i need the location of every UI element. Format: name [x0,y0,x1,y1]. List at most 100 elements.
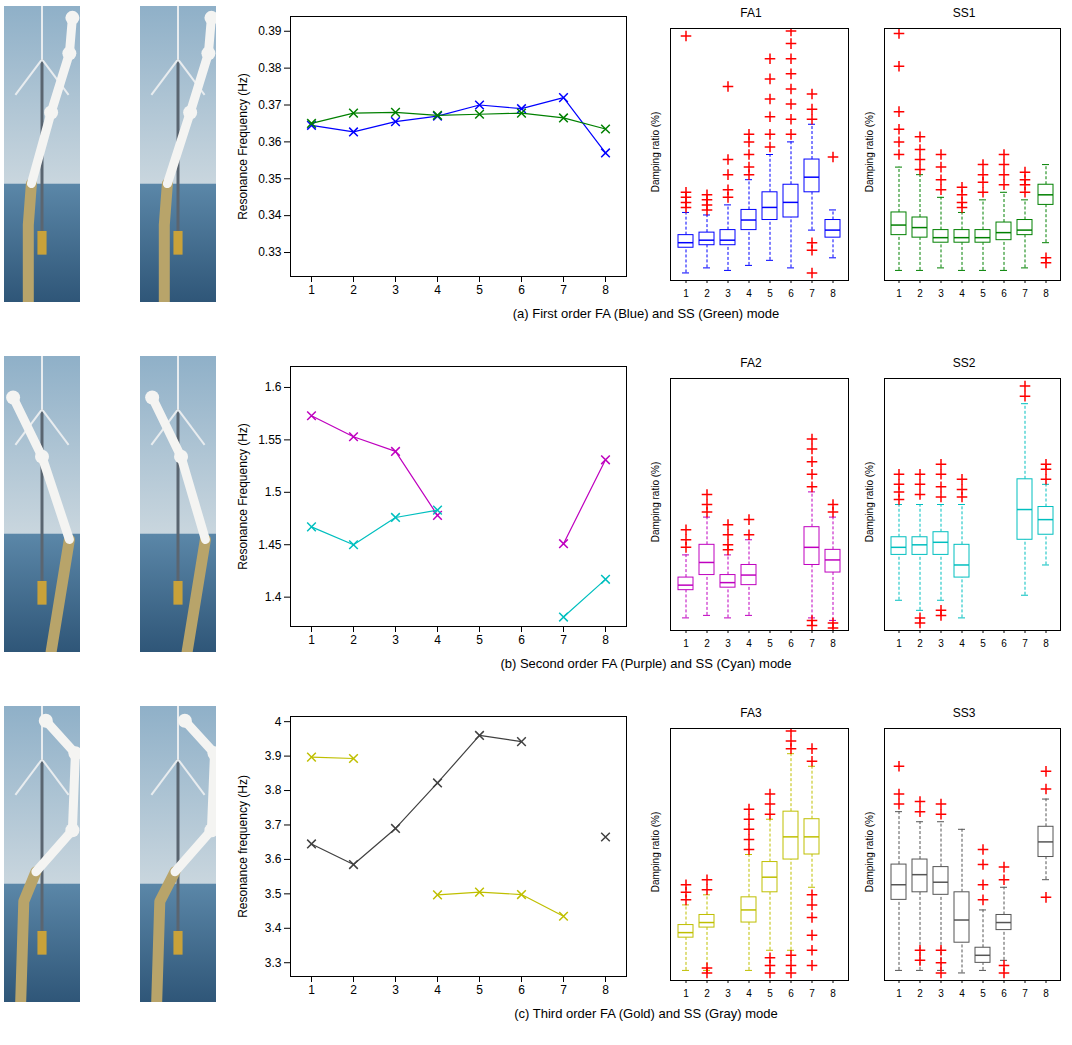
svg-text:7: 7 [809,288,815,299]
svg-text:8: 8 [830,288,836,299]
svg-text:3.3: 3.3 [265,956,282,970]
svg-text:8: 8 [830,638,836,649]
svg-text:1.5: 1.5 [265,485,282,499]
svg-text:5: 5 [980,288,986,299]
svg-text:2: 2 [917,988,923,999]
svg-text:1: 1 [896,638,902,649]
svg-text:2: 2 [704,288,710,299]
svg-text:6: 6 [518,983,525,997]
svg-text:3: 3 [938,988,944,999]
svg-text:2: 2 [704,988,710,999]
svg-text:3: 3 [725,638,731,649]
svg-text:Resonance frequency (Hz): Resonance frequency (Hz) [236,775,250,918]
svg-text:3.9: 3.9 [265,749,282,763]
svg-text:2: 2 [704,638,710,649]
svg-text:7: 7 [1022,988,1028,999]
svg-text:6: 6 [788,988,794,999]
svg-text:3: 3 [392,283,399,297]
svg-text:3.6: 3.6 [265,852,282,866]
svg-text:1: 1 [683,288,689,299]
svg-text:5: 5 [980,988,986,999]
svg-text:7: 7 [809,988,815,999]
svg-text:0.33: 0.33 [258,245,282,259]
svg-text:4: 4 [959,288,965,299]
svg-text:3.4: 3.4 [265,921,282,935]
svg-text:3.7: 3.7 [265,818,282,832]
svg-text:5: 5 [476,983,483,997]
svg-text:1.45: 1.45 [258,538,282,552]
svg-text:0.37: 0.37 [258,98,282,112]
svg-text:7: 7 [809,638,815,649]
svg-text:1: 1 [308,283,315,297]
svg-text:4: 4 [434,983,441,997]
svg-text:5: 5 [980,638,986,649]
svg-text:1: 1 [308,633,315,647]
svg-text:3: 3 [392,983,399,997]
svg-text:0.35: 0.35 [258,172,282,186]
svg-text:3: 3 [725,288,731,299]
html-text:SS1: SS1 [952,6,976,20]
svg-text:5: 5 [476,283,483,297]
svg-text:5: 5 [767,288,773,299]
svg-text:8: 8 [830,988,836,999]
svg-text:7: 7 [560,633,567,647]
svg-text:2: 2 [350,283,357,297]
svg-text:4: 4 [275,715,282,729]
html-text:(c) Third order FA (Gold) and: (c) Third order FA (Gold) and SS (Gray) … [514,1006,778,1021]
svg-text:7: 7 [1022,288,1028,299]
svg-text:3: 3 [392,633,399,647]
svg-text:8: 8 [1043,288,1049,299]
svg-text:6: 6 [1001,988,1007,999]
svg-text:4: 4 [434,283,441,297]
svg-text:1: 1 [683,988,689,999]
svg-text:3.5: 3.5 [265,887,282,901]
svg-text:5: 5 [476,633,483,647]
svg-text:0.36: 0.36 [258,135,282,149]
svg-text:1: 1 [683,638,689,649]
svg-text:1.6: 1.6 [265,380,282,394]
svg-text:4: 4 [746,988,752,999]
svg-text:5: 5 [767,988,773,999]
svg-text:3: 3 [938,288,944,299]
svg-text:6: 6 [788,288,794,299]
svg-text:8: 8 [1043,988,1049,999]
svg-text:7: 7 [560,283,567,297]
svg-text:4: 4 [434,633,441,647]
svg-text:3: 3 [938,638,944,649]
svg-text:6: 6 [788,638,794,649]
svg-text:Resonance Frequency (Hz): Resonance Frequency (Hz) [236,423,250,570]
svg-text:6: 6 [1001,288,1007,299]
svg-text:1.55: 1.55 [258,433,282,447]
svg-text:0.39: 0.39 [258,24,282,38]
html-text:FA1: FA1 [740,6,762,20]
svg-text:4: 4 [959,988,965,999]
svg-text:5: 5 [767,638,773,649]
svg-text:8: 8 [602,633,609,647]
svg-text:2: 2 [917,288,923,299]
svg-text:7: 7 [560,983,567,997]
svg-text:2: 2 [350,983,357,997]
svg-text:0.34: 0.34 [258,208,282,222]
svg-text:3: 3 [725,988,731,999]
svg-text:Resonance Frequency (Hz): Resonance Frequency (Hz) [236,73,250,220]
html-text:(b) Second order FA (Purple) a: (b) Second order FA (Purple) and SS (Cya… [500,656,792,671]
svg-text:1: 1 [896,988,902,999]
svg-text:1.4: 1.4 [265,590,282,604]
svg-text:3.8: 3.8 [265,783,282,797]
svg-text:7: 7 [1022,638,1028,649]
svg-text:2: 2 [350,633,357,647]
svg-text:0.38: 0.38 [258,61,282,75]
svg-text:1: 1 [896,288,902,299]
svg-text:6: 6 [518,633,525,647]
svg-text:4: 4 [746,638,752,649]
svg-text:6: 6 [518,283,525,297]
svg-text:2: 2 [917,638,923,649]
svg-text:4: 4 [959,638,965,649]
svg-text:1: 1 [308,983,315,997]
svg-text:6: 6 [1001,638,1007,649]
svg-text:8: 8 [602,983,609,997]
svg-text:8: 8 [602,283,609,297]
svg-text:4: 4 [746,288,752,299]
svg-text:8: 8 [1043,638,1049,649]
html-text:(a) First order FA (Blue) and: (a) First order FA (Blue) and SS (Green)… [512,306,780,321]
